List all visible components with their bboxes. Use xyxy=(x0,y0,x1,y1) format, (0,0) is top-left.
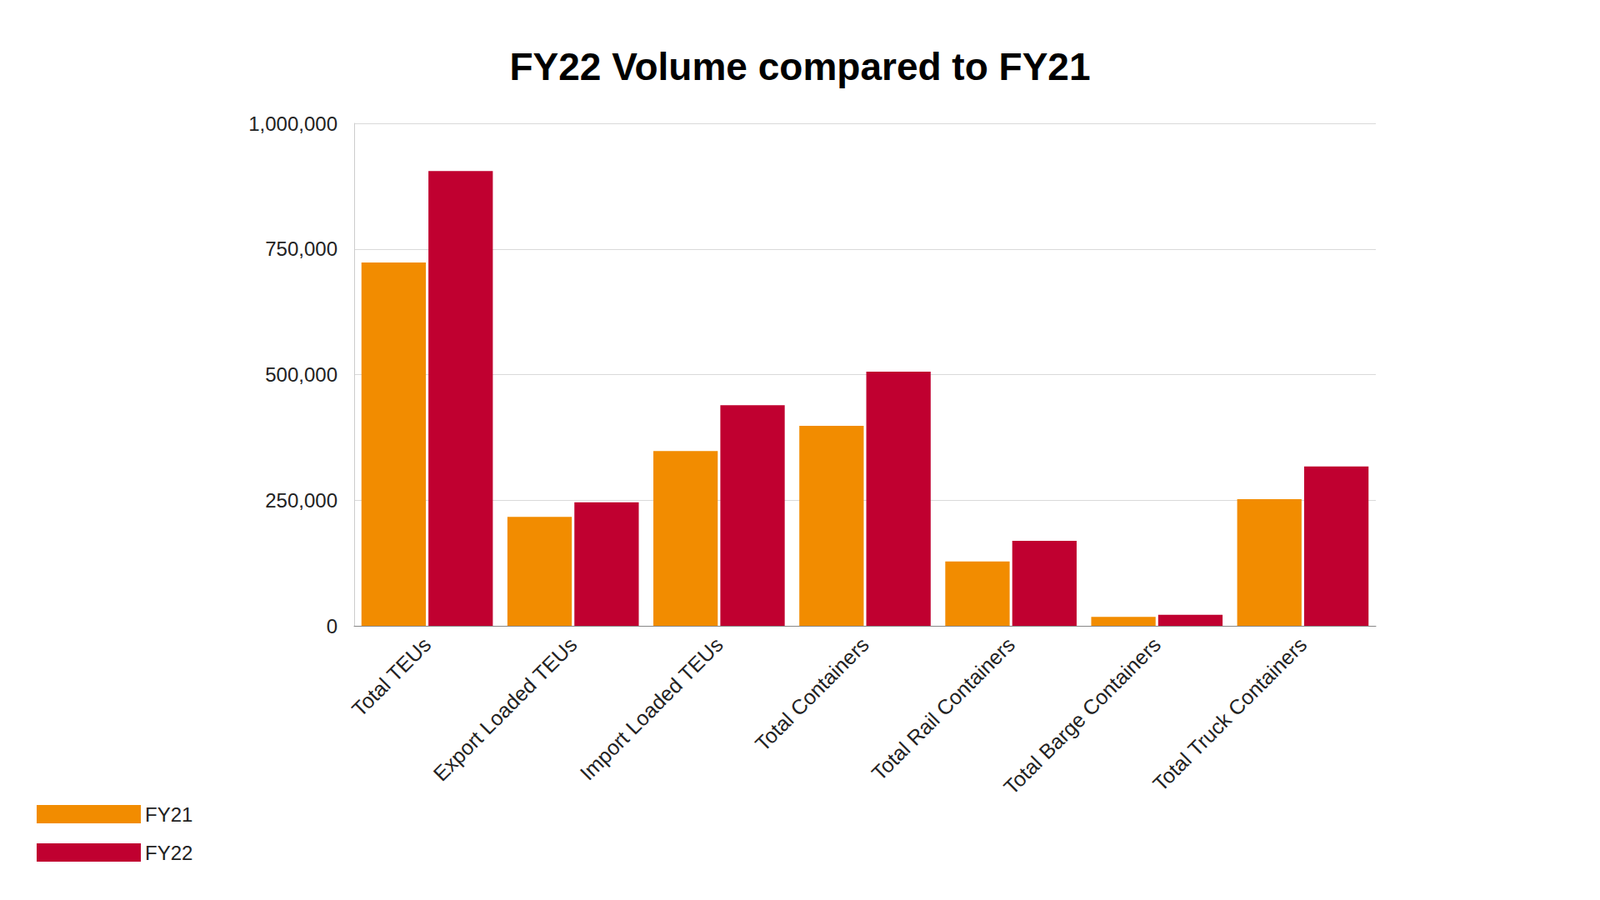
svg-text:Total Containers: Total Containers xyxy=(750,632,873,755)
svg-text:500,000: 500,000 xyxy=(265,363,338,386)
svg-text:0: 0 xyxy=(326,615,338,638)
svg-text:FY21: FY21 xyxy=(145,803,193,826)
svg-text:250,000: 250,000 xyxy=(265,489,338,512)
svg-text:Export Loaded TEUs: Export Loaded TEUs xyxy=(428,632,581,785)
svg-text:Total Rail Containers: Total Rail Containers xyxy=(866,632,1020,785)
svg-text:FY22 Volume compared to FY21: FY22 Volume compared to FY21 xyxy=(509,45,1090,89)
svg-text:FY22: FY22 xyxy=(145,841,193,865)
svg-text:Total TEUs: Total TEUs xyxy=(347,632,436,721)
svg-text:Total Barge Containers: Total Barge Containers xyxy=(999,632,1166,800)
svg-text:1,000,000: 1,000,000 xyxy=(248,112,338,135)
svg-text:Total Truck Containers: Total Truck Containers xyxy=(1148,632,1312,796)
svg-text:Import Loaded TEUs: Import Loaded TEUs xyxy=(575,632,727,785)
svg-text:750,000: 750,000 xyxy=(265,237,338,260)
